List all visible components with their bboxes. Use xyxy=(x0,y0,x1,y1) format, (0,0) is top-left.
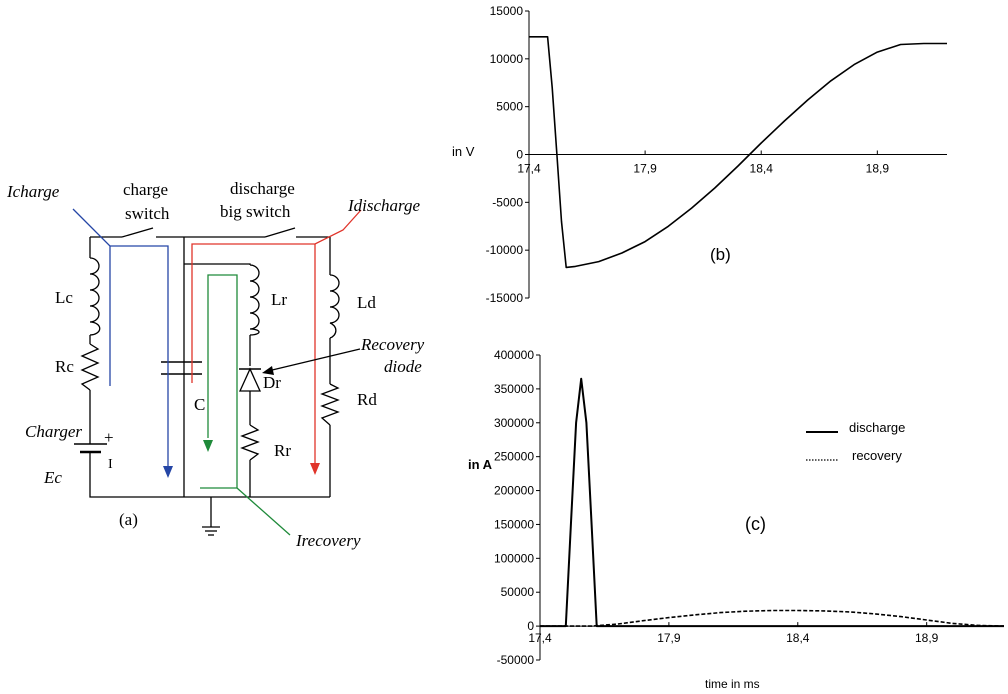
label-panel-a: (a) xyxy=(119,510,138,529)
discharge-series-line xyxy=(540,377,1004,628)
y-tick-label: 350000 xyxy=(494,382,534,396)
label-ld: Ld xyxy=(357,293,376,312)
y-tick-label: -15000 xyxy=(486,291,524,305)
current-chart-x-label: time in ms xyxy=(705,677,760,691)
label-recovery-diode-line2: diode xyxy=(384,357,422,376)
label-dr: Dr xyxy=(263,373,281,392)
y-tick-label: 15000 xyxy=(490,4,524,18)
charge-current-path xyxy=(72,208,173,478)
resistor-rd xyxy=(320,383,340,426)
current-chart-y-ticks: 400000 350000 300000 250000 200000 150000 1000… xyxy=(494,348,540,667)
y-tick-label: 250000 xyxy=(494,450,534,464)
current-chart-series xyxy=(540,377,1005,628)
label-recovery-diode-line1: Recovery xyxy=(360,335,425,354)
label-icharge: Icharge xyxy=(6,182,60,201)
y-tick-label: 5000 xyxy=(496,100,523,114)
y-tick-label: 150000 xyxy=(494,517,534,531)
voltage-chart-axes xyxy=(528,11,947,298)
battery-charger xyxy=(74,430,107,461)
voltage-chart-panel-label: (b) xyxy=(710,245,731,264)
label-discharge-switch-line2: big switch xyxy=(220,202,291,221)
y-tick-label: 100000 xyxy=(494,551,534,565)
x-tick-label: 18,9 xyxy=(866,162,890,176)
label-charge-switch-line2: switch xyxy=(125,204,170,223)
legend-label-discharge: discharge xyxy=(849,420,905,435)
label-charger: Charger xyxy=(25,422,82,441)
inductor-ld xyxy=(329,274,340,339)
charge-switch xyxy=(121,227,154,238)
label-charge-switch-line1: charge xyxy=(123,180,168,199)
voltage-chart-series xyxy=(529,35,947,269)
y-tick-label: 50000 xyxy=(501,585,535,599)
middle-bus-wire xyxy=(183,236,331,497)
label-rd: Rd xyxy=(357,390,377,409)
recovery-diode-pointer xyxy=(262,348,361,375)
legend-label-recovery: recovery xyxy=(852,448,902,463)
diode-dr xyxy=(238,367,262,392)
current-chart-panel-label: (c) xyxy=(745,514,766,534)
current-chart: 400000 350000 300000 250000 200000 150000 1000… xyxy=(468,348,1005,691)
inductor-lc xyxy=(89,257,101,336)
discharge-switch xyxy=(264,227,296,238)
recovery-branch-wire xyxy=(184,263,330,498)
label-lc: Lc xyxy=(55,288,73,307)
capacitor-c xyxy=(161,361,202,375)
label-battery-minus: I xyxy=(108,457,113,472)
label-discharge-switch-line1: discharge xyxy=(230,179,295,198)
resistor-rr xyxy=(240,424,260,461)
label-battery-plus: + xyxy=(104,428,114,447)
recovery-series-line xyxy=(540,609,1005,627)
y-tick-label: 400000 xyxy=(494,348,534,362)
x-tick-label: 17,9 xyxy=(633,162,657,176)
label-c: C xyxy=(194,395,205,414)
x-tick-label: 17,4 xyxy=(528,631,552,645)
voltage-chart-y-ticks: 15000 10000 5000 0 -5000 -10000 -15000 xyxy=(486,4,529,305)
voltage-chart-y-label: in V xyxy=(452,144,475,159)
current-chart-legend: discharge recovery xyxy=(806,420,905,463)
resistor-rc xyxy=(80,343,100,391)
y-tick-label: -50000 xyxy=(497,653,535,667)
x-tick-label: 17,9 xyxy=(657,631,681,645)
label-rr: Rr xyxy=(274,441,291,460)
y-tick-label: 10000 xyxy=(490,52,524,66)
label-irecovery: Irecovery xyxy=(295,531,361,550)
x-tick-label: 18,4 xyxy=(786,631,810,645)
current-chart-y-label: in A xyxy=(468,457,493,472)
left-loop-wire xyxy=(89,236,184,498)
recovery-current-path xyxy=(200,274,291,536)
ground-symbol xyxy=(202,497,220,536)
current-chart-axes xyxy=(539,355,1004,660)
label-lr: Lr xyxy=(271,290,287,309)
voltage-series-line xyxy=(529,35,947,269)
x-tick-label: 18,4 xyxy=(750,162,774,176)
y-tick-label: 0 xyxy=(527,619,534,633)
x-tick-label: 18,9 xyxy=(915,631,939,645)
current-chart-x-ticks: 17,4 17,9 18,4 18,9 xyxy=(528,622,939,645)
discharge-current-path xyxy=(191,209,362,475)
y-tick-label: 200000 xyxy=(494,484,534,498)
circuit-diagram: Icharge charge switch discharge big swit… xyxy=(6,179,425,550)
y-tick-label: -5000 xyxy=(492,195,523,209)
y-tick-label: 300000 xyxy=(494,416,534,430)
label-idischarge: Idischarge xyxy=(347,196,421,215)
label-ec: Ec xyxy=(43,468,62,487)
y-tick-label: -10000 xyxy=(486,243,524,257)
x-tick-label: 17,4 xyxy=(517,162,541,176)
y-tick-label: 0 xyxy=(516,148,523,162)
inductor-lr xyxy=(249,264,260,336)
voltage-chart-x-ticks: 17,4 17,9 18,4 18,9 xyxy=(517,150,890,176)
label-rc: Rc xyxy=(55,357,74,376)
